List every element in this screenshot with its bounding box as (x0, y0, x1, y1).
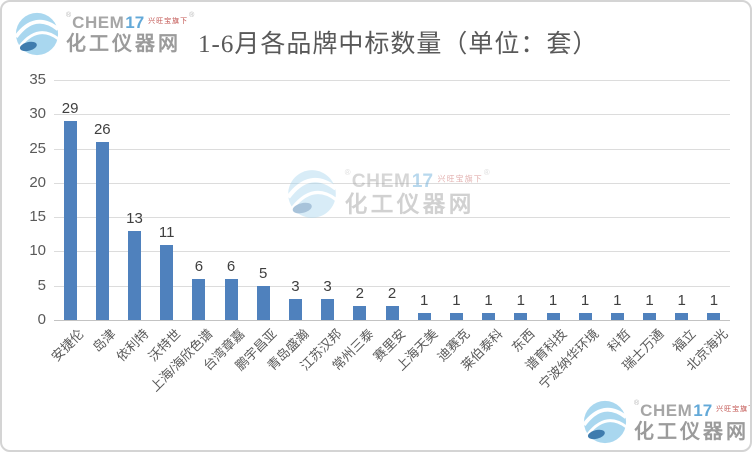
gridline (54, 114, 730, 116)
bar-value-label: 6 (194, 257, 204, 275)
bar-value-label: 2 (387, 285, 397, 303)
registered-mark: ® (634, 400, 640, 407)
bar-value-label: 29 (61, 100, 79, 118)
logo-sitename: 化工仪器网 (634, 421, 749, 443)
bar-value-label: 1 (709, 292, 719, 310)
gridline (54, 217, 730, 219)
registered-mark: ® (66, 12, 72, 19)
logo-chem: CHEM (640, 401, 693, 420)
bar (643, 313, 656, 320)
y-axis-tick-label: 25 (29, 139, 46, 157)
bar (63, 121, 77, 320)
bar-value-label: 1 (645, 292, 654, 310)
y-axis-tick-label: 15 (29, 208, 46, 226)
bar (610, 313, 624, 320)
logo-17: 17 (411, 170, 434, 192)
bar-value-label: 2 (355, 285, 364, 303)
gridline (54, 182, 730, 184)
registered-mark: ® (483, 169, 490, 178)
bar (128, 230, 141, 320)
logo-tagline: 兴旺宝旗下 (437, 175, 483, 184)
chem17-globe-icon (286, 168, 338, 220)
y-axis-tick-label: 35 (29, 71, 46, 88)
bar-value-label: 1 (516, 292, 525, 310)
logo-tagline: 兴旺宝旗下 (716, 406, 750, 413)
bar (675, 313, 689, 320)
chem17-globe-icon (14, 11, 60, 57)
registered-mark: ® (189, 12, 195, 19)
logo-chem: CHEM (351, 170, 411, 192)
logo-tagline: 兴旺宝旗下 (148, 18, 189, 25)
bar (288, 299, 302, 320)
bar (449, 313, 463, 320)
bar (192, 278, 206, 320)
y-axis-tick-label: 5 (37, 276, 46, 294)
bar-value-label: 6 (226, 257, 236, 275)
gridline (54, 285, 730, 287)
bar (353, 306, 367, 320)
bar (256, 285, 270, 320)
bar-value-label: 13 (126, 209, 143, 227)
y-axis-tick-label: 30 (29, 105, 46, 123)
registered-mark: ® (344, 169, 351, 178)
logo-17: 17 (125, 13, 145, 32)
logo-chem: CHEM (72, 13, 125, 32)
y-axis-tick-label: 0 (37, 311, 46, 328)
bar (321, 299, 335, 320)
y-axis-tick-label: 20 (29, 173, 46, 191)
bar (95, 141, 109, 320)
bar (385, 306, 399, 320)
logo-sitename: 化工仪器网 (344, 192, 475, 218)
logo-sitename: 化工仪器网 (66, 33, 181, 55)
logo-17: 17 (693, 401, 713, 420)
bar-value-label: 1 (452, 292, 461, 310)
bar-value-label: 1 (548, 292, 558, 310)
bar (578, 313, 592, 320)
chart-title: 1-6月各品牌中标数量（单位：套） (198, 31, 599, 58)
bar (224, 278, 238, 320)
gridline (54, 148, 730, 150)
gridline (54, 80, 730, 81)
bar (514, 313, 528, 320)
chem17-watermark: ® CHEM 17 兴旺宝旗下 ® 化工仪器网 (286, 168, 490, 220)
gridline (54, 251, 730, 253)
bar-value-label: 3 (291, 278, 300, 296)
bar-value-label: 1 (484, 292, 493, 310)
bar-value-label: 1 (420, 292, 429, 310)
bar-value-label: 5 (259, 264, 268, 282)
bar (160, 244, 174, 320)
bar (707, 313, 721, 320)
bar (546, 313, 560, 320)
bar (417, 313, 431, 320)
chem17-globe-icon (582, 399, 628, 445)
bar-value-label: 3 (323, 278, 332, 296)
bar-value-label: 1 (580, 292, 590, 310)
bar-value-label: 11 (158, 223, 175, 241)
gridline (54, 320, 730, 321)
bar-value-label: 1 (677, 292, 686, 310)
y-axis-tick-label: 10 (29, 242, 46, 260)
bar (482, 313, 496, 320)
bar-value-label: 1 (613, 292, 622, 310)
bar-value-label: 26 (93, 120, 111, 138)
